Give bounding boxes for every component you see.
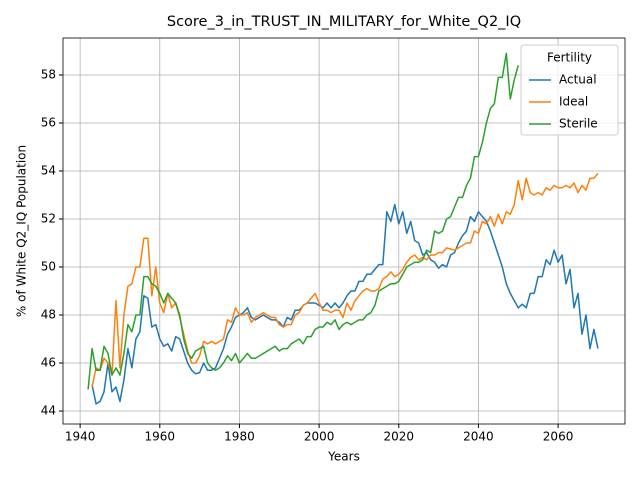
legend-label: Ideal bbox=[559, 95, 588, 109]
series-line bbox=[87, 52, 519, 390]
x-tick-label: 1980 bbox=[224, 430, 255, 444]
series-line bbox=[91, 203, 599, 405]
y-tick-label: 56 bbox=[41, 115, 56, 129]
x-tick-label: 2000 bbox=[304, 430, 335, 444]
chart-title: Score_3_in_TRUST_IN_MILITARY_for_White_Q… bbox=[167, 14, 521, 30]
y-tick-label: 46 bbox=[41, 356, 56, 370]
x-tick-label: 2020 bbox=[383, 430, 414, 444]
y-tick-label: 44 bbox=[41, 404, 56, 418]
legend-label: Sterile bbox=[559, 117, 598, 131]
y-tick-label: 50 bbox=[41, 260, 56, 274]
x-tick-label: 2060 bbox=[543, 430, 574, 444]
y-tick-label: 54 bbox=[41, 163, 56, 177]
x-tick-label: 2040 bbox=[463, 430, 494, 444]
y-tick-label: 48 bbox=[41, 308, 56, 322]
series-line bbox=[91, 172, 599, 388]
y-tick-label: 58 bbox=[41, 67, 56, 81]
legend-box bbox=[520, 44, 619, 136]
legend-title: Fertility bbox=[547, 51, 592, 65]
x-tick-label: 1940 bbox=[65, 430, 96, 444]
plot-frame bbox=[62, 37, 626, 425]
y-tick-label: 52 bbox=[41, 211, 56, 225]
x-axis-label: Years bbox=[327, 450, 360, 464]
legend-label: Actual bbox=[559, 73, 597, 87]
x-tick-label: 1960 bbox=[145, 430, 176, 444]
y-axis-label: % of White Q2_IQ Population bbox=[15, 145, 29, 317]
